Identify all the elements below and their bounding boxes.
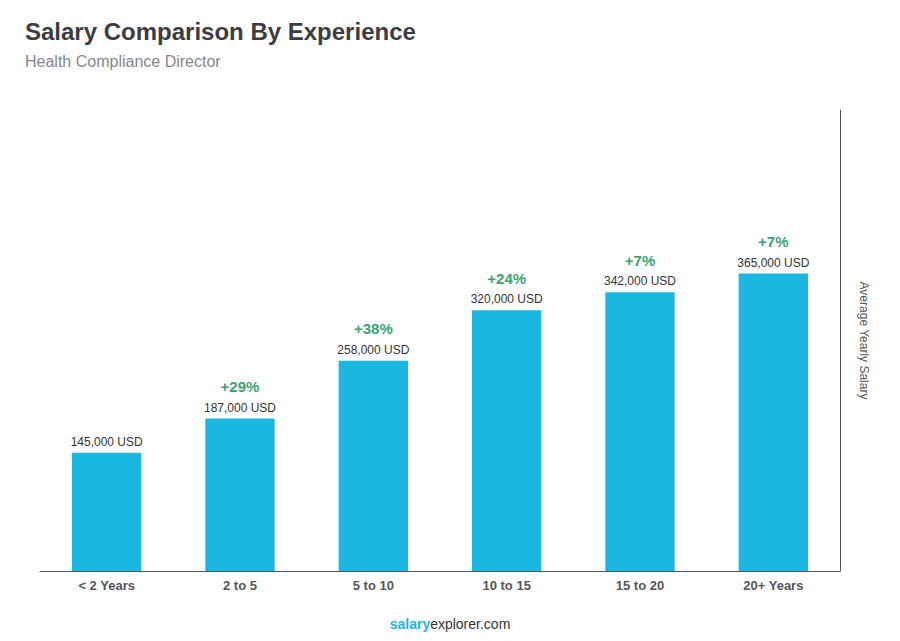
svg-text:15 to 20: 15 to 20: [616, 578, 664, 593]
svg-text:+7%: +7%: [758, 233, 788, 250]
svg-text:Health Compliance Director: Health Compliance Director: [25, 53, 221, 70]
svg-text:365,000 USD: 365,000 USD: [737, 256, 809, 270]
svg-text:+24%: +24%: [487, 270, 526, 287]
svg-text:Salary Comparison By Experienc: Salary Comparison By Experience: [25, 18, 416, 45]
svg-text:+29%: +29%: [221, 378, 260, 395]
svg-text:342,000 USD: 342,000 USD: [604, 274, 676, 288]
svg-text:320,000 USD: 320,000 USD: [471, 292, 543, 306]
svg-text:2 to 5: 2 to 5: [223, 578, 257, 593]
svg-text:187,000 USD: 187,000 USD: [204, 401, 276, 415]
svg-text:258,000 USD: 258,000 USD: [337, 343, 409, 357]
svg-text:145,000 USD: 145,000 USD: [71, 435, 143, 449]
svg-text:salary: salary: [390, 616, 431, 632]
svg-text:+7%: +7%: [625, 252, 655, 269]
svg-text:10 to 15: 10 to 15: [482, 578, 530, 593]
svg-text:+38%: +38%: [354, 320, 393, 337]
svg-text:5 to 10: 5 to 10: [353, 578, 394, 593]
svg-text:Average Yearly Salary: Average Yearly Salary: [857, 282, 871, 400]
svg-text:< 2 Years: < 2 Years: [78, 578, 135, 593]
svg-text:explorer.com: explorer.com: [430, 616, 510, 632]
svg-text:20+ Years: 20+ Years: [743, 578, 803, 593]
